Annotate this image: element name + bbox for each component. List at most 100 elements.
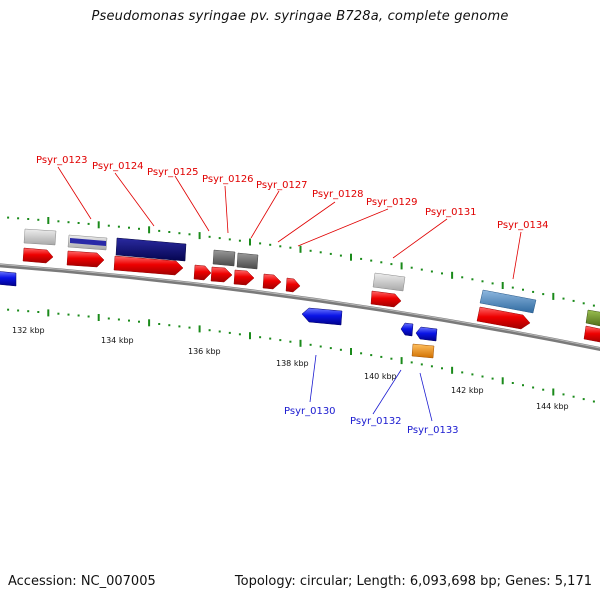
cds-arrow-forward[interactable] bbox=[285, 277, 301, 293]
tick-minor bbox=[138, 227, 140, 230]
tick-minor bbox=[289, 246, 292, 249]
tick-minor bbox=[7, 308, 10, 311]
tick-minor bbox=[471, 373, 474, 376]
genome-stats: Topology: circular; Length: 6,093,698 bp… bbox=[234, 574, 592, 589]
cds-arrow-forward[interactable] bbox=[210, 266, 233, 283]
gene-label[interactable]: Psyr_0134 bbox=[497, 220, 549, 231]
tick-minor bbox=[218, 237, 221, 240]
feature-gray-dark[interactable] bbox=[212, 249, 236, 267]
tick-minor bbox=[259, 242, 262, 245]
cds-arrow-forward[interactable] bbox=[113, 255, 184, 276]
forward-cds-track bbox=[22, 247, 600, 343]
tick-minor bbox=[259, 336, 262, 339]
tick-minor bbox=[269, 337, 272, 340]
feature-gray[interactable] bbox=[23, 228, 57, 246]
feature-orange[interactable] bbox=[411, 343, 435, 359]
gene-label[interactable]: Psyr_0131 bbox=[425, 207, 477, 218]
cds-arrow-forward[interactable] bbox=[583, 325, 600, 343]
cds-arrow-forward[interactable] bbox=[66, 250, 105, 268]
cds-arrow-reverse[interactable] bbox=[0, 271, 17, 287]
tick-major bbox=[198, 232, 201, 240]
leader-lines bbox=[57, 166, 522, 422]
tick-minor bbox=[562, 393, 565, 396]
tick-minor bbox=[17, 217, 20, 220]
tick-minor bbox=[309, 249, 312, 252]
tick-minor bbox=[67, 313, 70, 316]
tick-marks bbox=[7, 216, 595, 403]
gene-label[interactable]: Psyr_0127 bbox=[256, 180, 308, 191]
tick-minor bbox=[188, 326, 191, 329]
cds-arrow-forward[interactable] bbox=[476, 306, 531, 330]
tick-minor bbox=[542, 293, 545, 296]
cds-arrow-forward[interactable] bbox=[233, 269, 255, 286]
tick-minor bbox=[491, 377, 494, 380]
gene-label[interactable]: Psyr_0132 bbox=[350, 416, 402, 427]
gene-label[interactable]: Psyr_0124 bbox=[92, 161, 144, 172]
tick-major bbox=[299, 339, 302, 347]
cds-arrow-forward[interactable] bbox=[370, 290, 402, 308]
leader-line bbox=[250, 190, 280, 239]
tick-minor bbox=[27, 310, 30, 313]
feature-steelblue[interactable] bbox=[479, 289, 537, 314]
gene-label[interactable]: Psyr_0128 bbox=[312, 189, 364, 200]
leader-line bbox=[277, 201, 336, 243]
tick-major bbox=[451, 366, 454, 374]
tick-minor bbox=[279, 245, 282, 248]
tick-minor bbox=[309, 343, 312, 346]
gene-label[interactable]: Psyr_0133 bbox=[407, 425, 459, 436]
tick-major bbox=[97, 221, 100, 229]
tick-minor bbox=[441, 272, 443, 275]
tick-major bbox=[97, 314, 100, 321]
cds-arrow-forward[interactable] bbox=[262, 273, 282, 290]
tick-minor bbox=[289, 340, 292, 343]
tick-minor bbox=[420, 363, 423, 366]
tick-major bbox=[249, 238, 251, 246]
gene-label[interactable]: Psyr_0123 bbox=[36, 155, 88, 166]
gene-labels-forward: Psyr_0123 Psyr_0124 Psyr_0125 Psyr_0126 … bbox=[36, 155, 549, 231]
kbp-label: 132 kbp bbox=[12, 326, 45, 335]
tick-minor bbox=[582, 398, 585, 401]
feature-gray-dark[interactable] bbox=[236, 252, 259, 270]
tick-minor bbox=[360, 257, 363, 260]
tick-major bbox=[47, 217, 50, 224]
tick-minor bbox=[390, 263, 393, 266]
tick-minor bbox=[410, 266, 413, 269]
tick-minor bbox=[188, 233, 191, 236]
feature-navy[interactable] bbox=[115, 237, 187, 262]
tick-minor bbox=[410, 361, 413, 364]
cds-arrow-reverse[interactable] bbox=[301, 307, 343, 326]
tick-major bbox=[198, 325, 201, 333]
leader-line bbox=[419, 372, 433, 422]
feature-track-outer bbox=[23, 228, 600, 327]
cds-arrow-forward[interactable] bbox=[22, 247, 54, 264]
feature-navy[interactable] bbox=[70, 238, 106, 246]
feature-gray[interactable] bbox=[372, 272, 406, 292]
feature-olive[interactable] bbox=[585, 309, 600, 327]
tick-minor bbox=[582, 302, 585, 305]
tick-minor bbox=[430, 270, 433, 273]
tick-minor bbox=[17, 309, 20, 312]
gene-label[interactable]: Psyr_0126 bbox=[202, 174, 254, 185]
tick-minor bbox=[390, 357, 393, 360]
cds-arrow-reverse[interactable] bbox=[415, 326, 438, 342]
kbp-label: 144 kbp bbox=[536, 402, 569, 411]
tick-minor bbox=[461, 371, 464, 374]
cds-arrow-reverse[interactable] bbox=[400, 322, 414, 337]
gene-label[interactable]: Psyr_0125 bbox=[147, 167, 199, 178]
tick-minor bbox=[461, 276, 464, 279]
kbp-label: 138 kbp bbox=[276, 359, 309, 368]
tick-minor bbox=[7, 216, 10, 219]
cds-arrow-forward[interactable] bbox=[193, 264, 212, 281]
tick-major bbox=[148, 226, 151, 234]
tick-minor bbox=[491, 282, 494, 285]
tick-minor bbox=[370, 259, 373, 262]
tick-major bbox=[400, 262, 403, 270]
tick-minor bbox=[57, 312, 60, 315]
tick-minor bbox=[208, 329, 211, 332]
gene-label[interactable]: Psyr_0130 bbox=[284, 406, 336, 417]
tick-major bbox=[552, 388, 555, 396]
gene-label[interactable]: Psyr_0129 bbox=[366, 197, 418, 208]
tick-minor bbox=[158, 229, 161, 232]
genome-backbone-highlight bbox=[0, 263, 600, 349]
tick-minor bbox=[27, 218, 30, 220]
